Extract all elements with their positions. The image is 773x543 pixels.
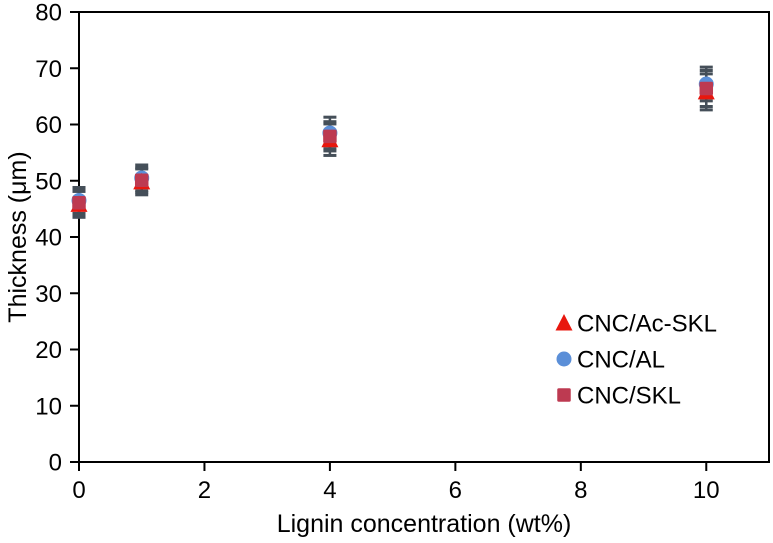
y-tick-label: 80 xyxy=(35,0,62,27)
x-tick-label: 4 xyxy=(323,477,336,504)
data-point-square xyxy=(134,173,149,187)
x-tick-label: 2 xyxy=(198,477,211,504)
plot-area: 0 10 20 30 40 50 60 70 80 0 2 4 6 8 10 xyxy=(35,0,770,504)
legend-label: CNC/Ac-SKL xyxy=(577,311,717,338)
data-point-square xyxy=(72,195,86,210)
legend: CNC/Ac-SKL CNC/AL CNC/SKL xyxy=(555,311,717,410)
legend-marker-circle xyxy=(556,351,572,367)
y-tick-label: 30 xyxy=(35,281,62,308)
legend-label: CNC/AL xyxy=(577,347,665,374)
x-tick-label: 6 xyxy=(449,477,462,504)
y-tick-label: 10 xyxy=(35,393,62,420)
x-tick-label: 0 xyxy=(72,477,85,504)
y-tick-label: 60 xyxy=(35,112,62,139)
y-tick-label: 50 xyxy=(35,168,62,195)
x-tick-label: 8 xyxy=(574,477,587,504)
legend-marker-square xyxy=(557,388,571,402)
legend-marker-triangle xyxy=(555,314,573,331)
data-point-square xyxy=(699,81,714,96)
x-tick-label: 10 xyxy=(693,477,720,504)
y-tick-label: 70 xyxy=(35,56,62,83)
data-point-square xyxy=(323,129,337,144)
x-axis-title: Lignin concentration (wt%) xyxy=(277,510,572,538)
y-tick-label: 0 xyxy=(49,450,62,477)
y-axis-title: Thickness (μm) xyxy=(4,151,32,322)
y-tick-label: 40 xyxy=(35,225,62,252)
y-tick-label: 20 xyxy=(35,337,62,364)
legend-label: CNC/SKL xyxy=(577,383,681,410)
